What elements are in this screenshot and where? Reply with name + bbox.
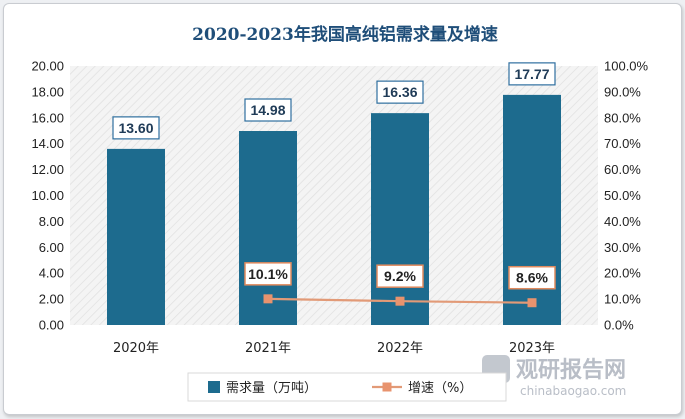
bar	[107, 148, 165, 325]
growth-marker	[263, 294, 273, 304]
y-left-tick-label: 8.00	[39, 214, 64, 229]
y-right-tick-label: 20.0%	[604, 266, 641, 281]
chart-svg: 2020-2023年我国高纯铝需求量及增速 0.00 2.00 4.00 6.00 8.…	[31, 24, 649, 402]
chart-title: 2020-2023年我国高纯铝需求量及增速	[192, 24, 498, 45]
line-data-label: 8.6%	[516, 270, 548, 286]
legend-line-marker	[382, 382, 392, 392]
line-data-label-box	[508, 265, 556, 290]
y-right-tick-label: 10.0%	[604, 292, 641, 307]
bar	[503, 94, 561, 325]
y-right-tick-label: 100.0%	[604, 59, 649, 74]
y-left-tick-label: 14.00	[31, 136, 64, 151]
y-left-tick-label: 12.00	[31, 162, 64, 177]
y-right-tick-label: 70.0%	[604, 136, 641, 151]
x-axis: 2020年 2021年 2022年 2023年	[113, 341, 555, 356]
legend: 需求量（万吨） 增速（%）	[187, 372, 507, 402]
legend-bar-swatch	[208, 381, 220, 393]
bar-data-label: 13.60	[118, 120, 153, 136]
y-right-tick-label: 80.0%	[604, 110, 641, 125]
y-left-tick-label: 4.00	[39, 266, 64, 281]
bar-data-label-box	[112, 116, 160, 140]
x-tick-label: 2020年	[113, 341, 159, 356]
line-data-label: 9.2%	[384, 268, 416, 284]
y-right-tick-label: 50.0%	[604, 188, 641, 203]
bar-data-label: 17.77	[514, 66, 549, 82]
y-axis-right: 0.0% 10.0% 20.0% 30.0% 40.0% 50.0% 60.0% 70.0% 8…	[604, 59, 649, 333]
y-right-tick-label: 90.0%	[604, 84, 641, 99]
bar	[239, 131, 297, 325]
line-data-label-box	[244, 262, 292, 286]
y-right-tick-label: 60.0%	[604, 162, 641, 177]
line-data-label-box	[376, 264, 424, 288]
growth-marker	[527, 298, 537, 308]
bar-data-label: 16.36	[382, 84, 417, 100]
y-left-tick-label: 0.00	[39, 318, 64, 333]
y-left-tick-label: 6.00	[39, 240, 64, 255]
bar-data-label-box	[244, 98, 292, 122]
line-series: 10.1% 9.2% 8.6%	[244, 262, 556, 308]
x-tick-label: 2021年	[245, 341, 291, 356]
y-right-tick-label: 40.0%	[604, 214, 641, 229]
bar-data-label-box	[376, 80, 424, 104]
x-tick-label: 2022年	[377, 341, 423, 356]
legend-box	[187, 372, 507, 402]
x-tick-label: 2023年	[509, 341, 555, 356]
watermark-url: chinabaogao.com	[520, 384, 626, 398]
legend-bar-label: 需求量（万吨）	[226, 381, 317, 396]
growth-marker	[395, 296, 405, 306]
y-left-tick-label: 2.00	[39, 292, 64, 307]
y-axis-left: 0.00 2.00 4.00 6.00 8.00 10.00 12.00 14.00 16.00…	[31, 59, 64, 333]
watermark-name: 观研报告网	[516, 358, 626, 383]
y-left-tick-label: 18.00	[31, 84, 64, 99]
y-right-tick-label: 30.0%	[604, 240, 641, 255]
legend-line-label: 增速（%）	[408, 381, 472, 396]
bar-data-label: 14.98	[250, 102, 285, 118]
bar-data-label-box	[508, 62, 556, 86]
bar	[371, 113, 429, 325]
y-right-tick-label: 0.0%	[604, 318, 634, 333]
y-left-tick-label: 10.00	[31, 188, 64, 203]
chart-frame: 2020-2023年我国高纯铝需求量及增速 0.00 2.00 4.00 6.00 8.…	[3, 3, 682, 415]
y-left-tick-label: 16.00	[31, 110, 64, 125]
line-data-label: 10.1%	[248, 266, 288, 282]
y-left-tick-label: 20.00	[31, 59, 64, 74]
